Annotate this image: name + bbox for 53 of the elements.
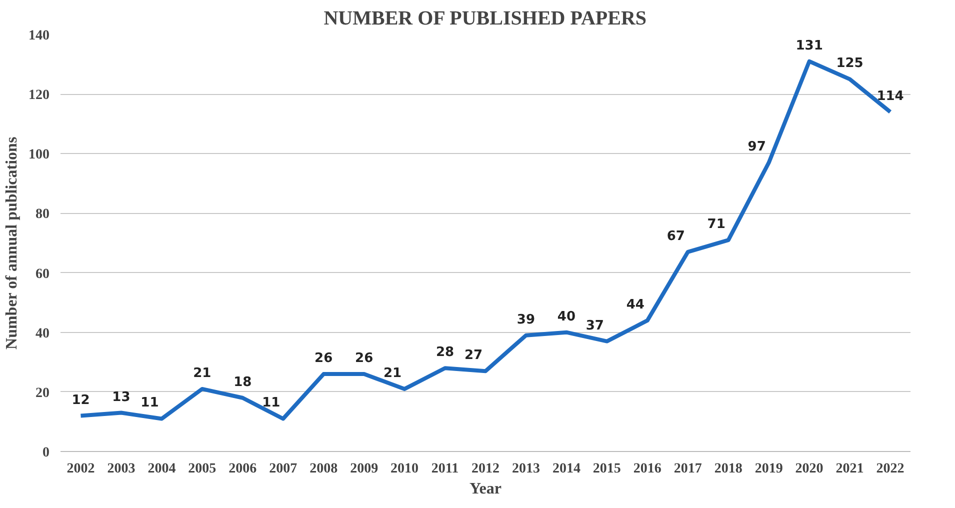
data-label: 26 <box>355 351 374 366</box>
data-label: 12 <box>72 392 90 408</box>
x-tick-label: 2008 <box>310 462 338 476</box>
data-label: 28 <box>436 345 454 360</box>
x-tick-label: 2015 <box>592 462 621 476</box>
x-tick-label: 2021 <box>836 462 864 476</box>
x-tick-label: 2011 <box>431 462 459 476</box>
x-tick-label: 2019 <box>754 462 783 476</box>
chart-title: NUMBER OF PUBLISHED PAPERS <box>324 8 647 30</box>
data-label: 44 <box>626 297 644 312</box>
data-label: 131 <box>796 38 823 54</box>
data-label: 11 <box>262 396 280 411</box>
x-tick-label: 2003 <box>107 462 136 476</box>
x-tick-label: 2012 <box>472 462 500 476</box>
x-tick-label: 2005 <box>188 462 216 476</box>
y-tick-label: 20 <box>36 386 50 401</box>
data-label: 26 <box>314 351 333 366</box>
data-label: 39 <box>516 312 536 328</box>
y-tick-label: 40 <box>36 326 50 342</box>
y-tick-label: 140 <box>28 28 50 44</box>
x-tick-label: 2014 <box>552 462 580 476</box>
data-label: 11 <box>140 396 159 411</box>
y-tick-label: 100 <box>28 148 50 163</box>
data-label: 18 <box>234 374 252 390</box>
x-tick-label: 2010 <box>390 462 419 476</box>
data-label: 97 <box>748 140 766 155</box>
x-tick-label: 2017 <box>674 462 702 476</box>
data-label: 71 <box>707 217 726 232</box>
x-tick-label: 2009 <box>350 462 378 476</box>
x-tick-label: 2002 <box>66 462 95 476</box>
y-tick-label: 60 <box>36 266 50 282</box>
data-label: 114 <box>876 88 904 104</box>
data-label: 21 <box>384 366 402 381</box>
x-tick-label: 2006 <box>228 462 257 476</box>
data-label: 37 <box>586 318 604 334</box>
x-tick-label: 2007 <box>269 462 298 476</box>
data-label: 13 <box>112 390 130 405</box>
data-label: 67 <box>666 228 685 244</box>
x-tick-label: 2020 <box>795 462 824 476</box>
y-tick-label: 80 <box>36 207 50 222</box>
x-tick-label: 2004 <box>148 462 176 476</box>
x-tick-label: 2022 <box>876 462 904 476</box>
data-label: 21 <box>193 366 212 381</box>
x-tick-label: 2018 <box>714 462 742 476</box>
x-tick-label: 2013 <box>512 462 540 476</box>
x-tick-label: 2016 <box>633 462 662 476</box>
y-axis-title: Number of annual publications <box>4 136 20 350</box>
data-label: 125 <box>836 56 864 72</box>
y-tick-label: 120 <box>28 88 50 104</box>
x-axis-title: Year <box>470 480 502 498</box>
data-label: 27 <box>464 348 483 364</box>
data-label: 40 <box>557 309 576 324</box>
y-tick-label: 0 <box>42 446 50 460</box>
